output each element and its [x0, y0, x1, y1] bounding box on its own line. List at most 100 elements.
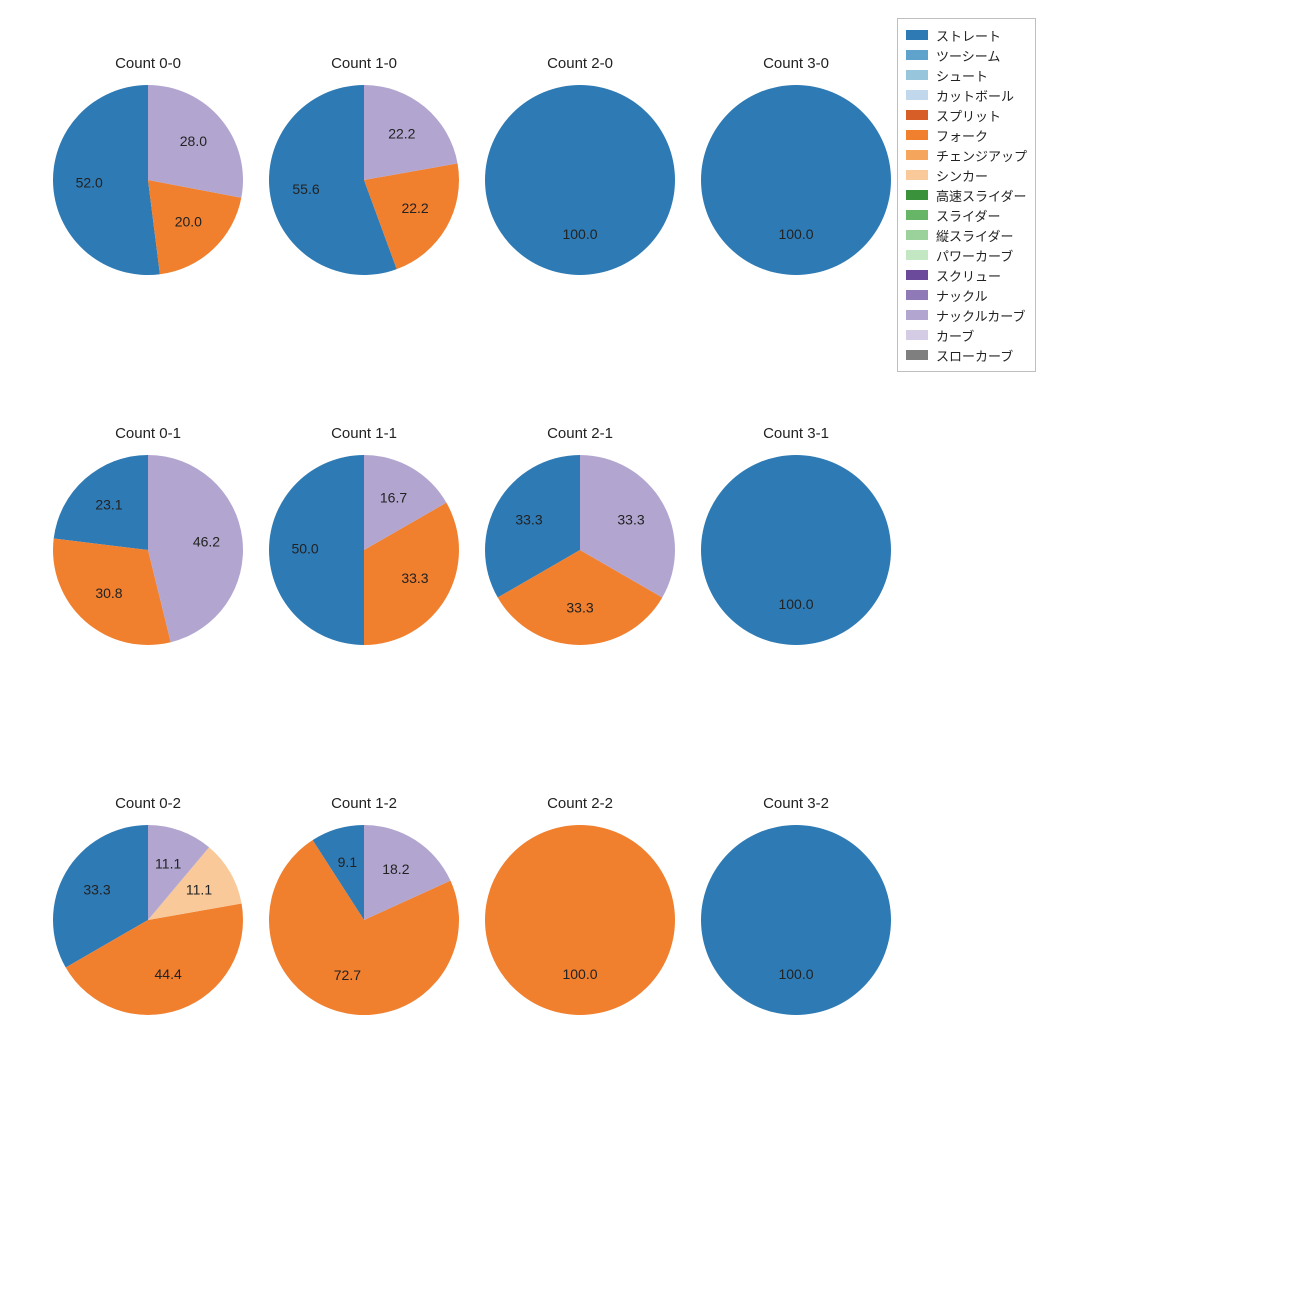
legend-item: ナックル — [906, 285, 1027, 305]
legend-swatch — [906, 110, 928, 120]
pie-chart: 52.020.028.0 — [51, 83, 245, 277]
legend-swatch — [906, 210, 928, 220]
subplot-title: Count 1-2 — [267, 795, 461, 812]
pie-slice-label: 16.7 — [380, 490, 407, 506]
legend-swatch — [906, 90, 928, 100]
pie-slice-label: 100.0 — [562, 966, 597, 982]
subplot: Count 1-29.172.718.2 — [267, 823, 461, 1017]
legend-label: チェンジアップ — [936, 146, 1027, 165]
subplot-title: Count 0-2 — [51, 795, 245, 812]
legend-label: シンカー — [936, 166, 988, 185]
legend-item: チェンジアップ — [906, 145, 1027, 165]
legend-swatch — [906, 270, 928, 280]
legend-item: スローカーブ — [906, 345, 1027, 365]
pie-slice-label: 72.7 — [334, 967, 361, 983]
legend-item: パワーカーブ — [906, 245, 1027, 265]
legend-label: シュート — [936, 66, 988, 85]
subplot-title: Count 1-1 — [267, 425, 461, 442]
legend-swatch — [906, 250, 928, 260]
subplot-title: Count 2-1 — [483, 425, 677, 442]
legend-label: パワーカーブ — [936, 246, 1013, 265]
subplot-title: Count 3-0 — [699, 55, 893, 72]
pie-slice-label: 33.3 — [617, 511, 644, 527]
legend-item: 高速スライダー — [906, 185, 1027, 205]
pie-slice-label: 30.8 — [95, 585, 122, 601]
legend-swatch — [906, 130, 928, 140]
legend-swatch — [906, 30, 928, 40]
legend-item: フォーク — [906, 125, 1027, 145]
subplot-title: Count 2-2 — [483, 795, 677, 812]
legend-label: カーブ — [936, 326, 974, 345]
subplot-title: Count 3-1 — [699, 425, 893, 442]
pie-slice-label: 23.1 — [95, 497, 122, 513]
pie-slice-label: 18.2 — [382, 861, 409, 877]
subplot: Count 3-2100.0 — [699, 823, 893, 1017]
subplot-title: Count 0-1 — [51, 425, 245, 442]
legend-swatch — [906, 50, 928, 60]
pie-slice-label: 22.2 — [388, 126, 415, 142]
pie-slice — [701, 85, 891, 275]
legend-swatch — [906, 230, 928, 240]
legend-item: カットボール — [906, 85, 1027, 105]
pie-chart: 9.172.718.2 — [267, 823, 461, 1017]
subplot-title: Count 2-0 — [483, 55, 677, 72]
legend-item: スプリット — [906, 105, 1027, 125]
pie-slice-label: 100.0 — [778, 226, 813, 242]
pie-slice-label: 100.0 — [562, 226, 597, 242]
pie-slice — [701, 455, 891, 645]
subplot: Count 2-0100.0 — [483, 83, 677, 277]
pie-slice-label: 33.3 — [566, 600, 593, 616]
pie-slice-label: 55.6 — [292, 181, 319, 197]
pie-chart: 33.3 44.4 11.1 11.1 — [51, 823, 245, 1017]
subplot: Count 0-052.020.028.0 — [51, 83, 245, 277]
legend-label: スライダー — [936, 206, 1000, 225]
pie-chart: 100.0 — [483, 83, 677, 277]
legend-label: 縦スライダー — [936, 226, 1013, 245]
legend-label: 高速スライダー — [936, 186, 1026, 205]
legend-swatch — [906, 190, 928, 200]
legend-swatch — [906, 70, 928, 80]
pie-slice-label: 50.0 — [291, 541, 318, 557]
subplot: Count 2-133.333.333.3 — [483, 453, 677, 647]
subplot-title: Count 1-0 — [267, 55, 461, 72]
pie-chart: 100.0 — [699, 83, 893, 277]
pie-chart: 100.0 — [699, 453, 893, 647]
pie-slice-label: 11.1 — [186, 881, 212, 897]
legend-item: ツーシーム — [906, 45, 1027, 65]
subplot: Count 2-2100.0 — [483, 823, 677, 1017]
pie-chart: 23.1 30.8 46.2 — [51, 453, 245, 647]
legend-item: カーブ — [906, 325, 1027, 345]
legend-label: スクリュー — [936, 266, 1001, 285]
subplot: Count 0-233.344.411.111.1 — [51, 823, 245, 1017]
legend-label: ナックルカーブ — [936, 306, 1025, 325]
legend-label: フォーク — [936, 126, 988, 145]
legend-item: ストレート — [906, 25, 1027, 45]
legend-swatch — [906, 150, 928, 160]
legend-swatch — [906, 350, 928, 360]
legend-item: シュート — [906, 65, 1027, 85]
pie-slice-label: 33.3 — [83, 881, 110, 897]
legend-label: カットボール — [936, 86, 1014, 105]
pie-slice — [485, 85, 675, 275]
pie-slice-label: 33.3 — [515, 511, 542, 527]
pie-slice — [701, 825, 891, 1015]
legend-item: スライダー — [906, 205, 1027, 225]
pie-chart: 55.622.222.2 — [267, 83, 461, 277]
legend-item: スクリュー — [906, 265, 1027, 285]
pie-chart: 100.0 — [483, 823, 677, 1017]
legend-item: シンカー — [906, 165, 1027, 185]
pie-slice-label: 52.0 — [76, 174, 103, 190]
pie-slice-label: 11.1 — [155, 855, 181, 871]
legend: ストレートツーシームシュートカットボールスプリットフォークチェンジアップシンカー… — [897, 18, 1036, 372]
legend-item: ナックルカーブ — [906, 305, 1027, 325]
subplot: Count 1-150.033.316.7 — [267, 453, 461, 647]
legend-swatch — [906, 290, 928, 300]
pie-slice-label: 46.2 — [193, 534, 220, 550]
pie-slice-label: 44.4 — [155, 966, 182, 982]
pie-slice-label: 100.0 — [778, 966, 813, 982]
legend-swatch — [906, 310, 928, 320]
pie-slice — [485, 825, 675, 1015]
subplot: Count 3-1100.0 — [699, 453, 893, 647]
subplot: Count 3-0100.0 — [699, 83, 893, 277]
legend-label: ナックル — [936, 286, 988, 305]
